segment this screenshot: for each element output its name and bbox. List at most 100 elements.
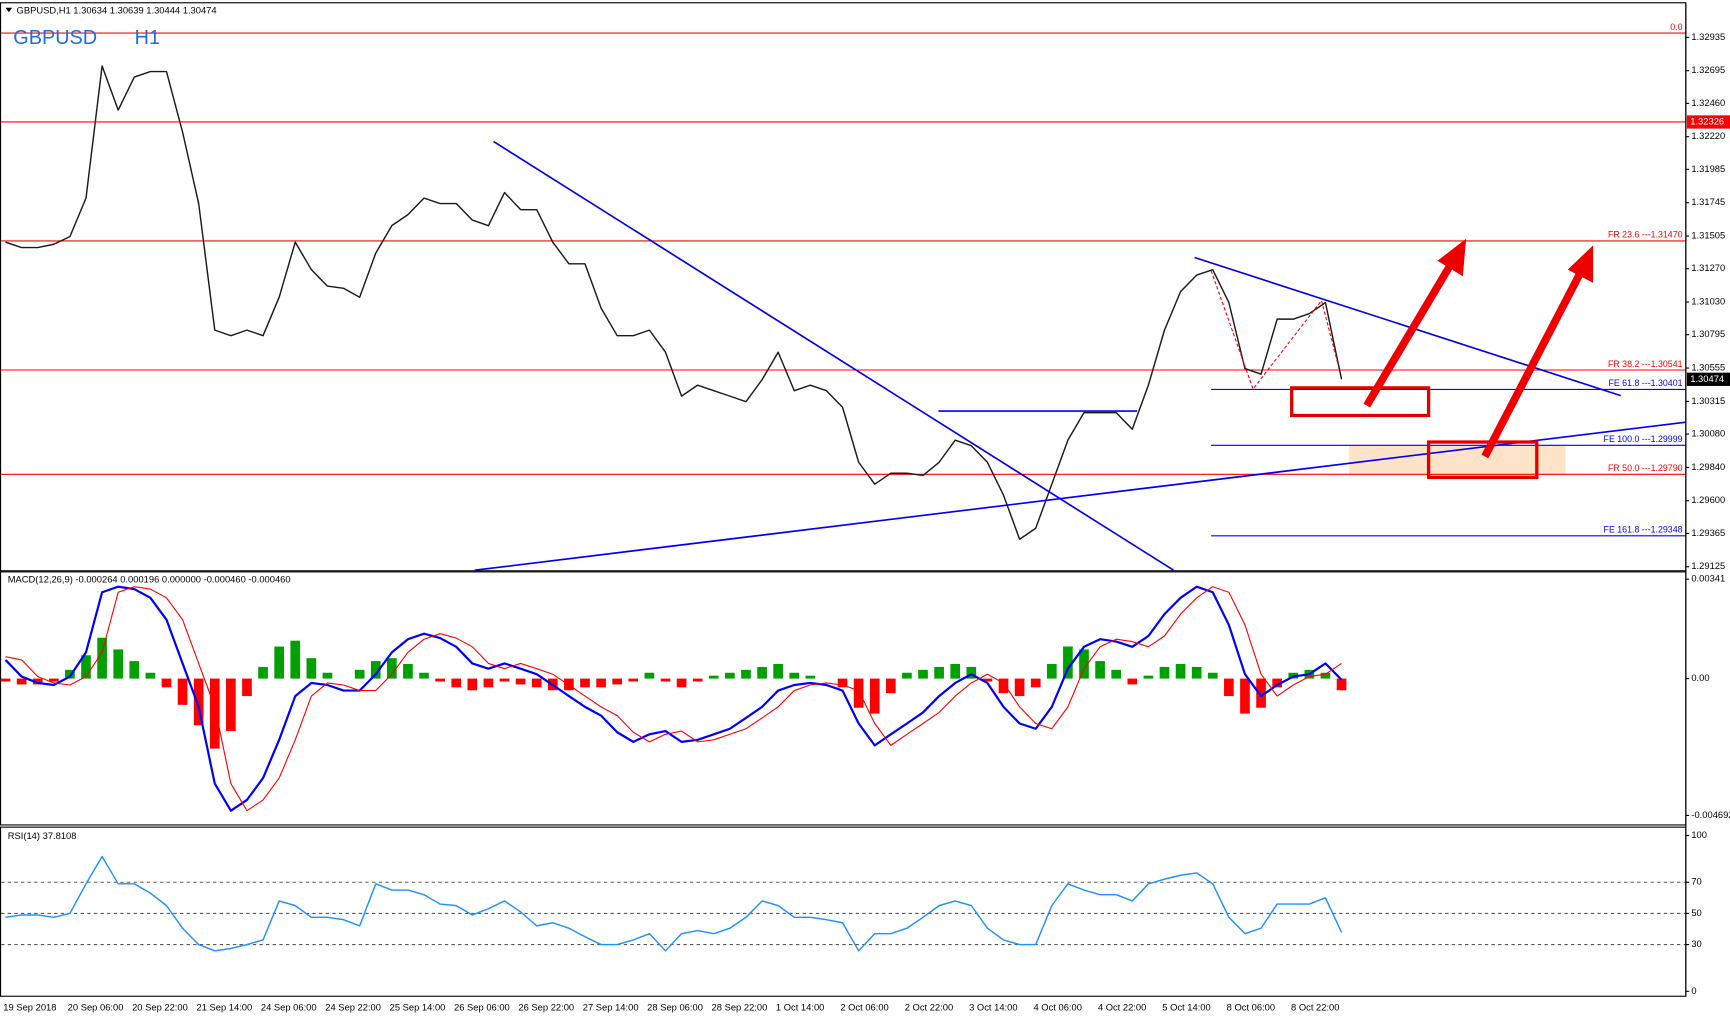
histogram-bar — [773, 664, 783, 679]
histogram-bar — [258, 666, 268, 679]
histogram-bar — [660, 678, 671, 682]
histogram-bar — [853, 678, 864, 708]
x-tick-label: 26 Sep 06:00 — [454, 1002, 510, 1012]
histogram-bar — [789, 672, 800, 679]
fib-label: FR 50.0 ---1.29790 — [1608, 463, 1683, 473]
histogram-bar — [1111, 669, 1122, 679]
y-tick-label: 1.30315 — [1691, 396, 1725, 406]
histogram-bar — [290, 640, 301, 679]
x-tick-label: 2 Oct 06:00 — [840, 1002, 888, 1012]
histogram-bar — [209, 678, 220, 749]
histogram-bar — [612, 678, 623, 685]
chart-header: GBPUSD,H1 1.30634 1.30639 1.30444 1.3047… — [17, 6, 217, 16]
x-tick-label: 28 Sep 06:00 — [647, 1002, 703, 1012]
watermark-symbol: GBPUSD — [13, 27, 97, 49]
y-tick-label: 0 — [1691, 986, 1696, 996]
y-tick-label: 1.31270 — [1691, 263, 1725, 273]
histogram-bar — [741, 669, 751, 679]
histogram-bar — [0, 678, 11, 682]
histogram-bar — [580, 678, 590, 688]
histogram-bar — [161, 678, 172, 688]
histogram-bar — [16, 678, 27, 685]
histogram-bar — [1207, 672, 1218, 679]
x-tick-label: 21 Sep 14:00 — [196, 1002, 252, 1012]
y-tick-label: 1.31505 — [1691, 231, 1725, 241]
histogram-bar — [1143, 675, 1154, 679]
histogram-bar — [1224, 678, 1234, 697]
trendline — [1194, 256, 1621, 397]
histogram-bar — [129, 661, 140, 679]
x-tick-label: 25 Sep 14:00 — [390, 1002, 446, 1012]
y-tick-label: 1.32220 — [1691, 131, 1725, 141]
price-tag-label: 1.32326 — [1690, 116, 1724, 126]
histogram-bar — [322, 672, 333, 679]
histogram-bar — [692, 678, 703, 682]
histogram-bar — [837, 678, 848, 688]
y-tick-label: -0.004692 — [1691, 810, 1730, 820]
y-tick-label: 1.32460 — [1691, 98, 1725, 108]
histogram-bar — [725, 672, 735, 679]
histogram-bar — [1336, 678, 1347, 691]
histogram-bar — [306, 658, 317, 679]
price-tag-label: 1.30474 — [1690, 374, 1724, 384]
histogram-bar — [403, 664, 413, 679]
y-tick-label: 70 — [1691, 877, 1701, 887]
y-tick-label: 1.30080 — [1691, 429, 1725, 439]
y-tick-label: 1.31745 — [1691, 197, 1725, 207]
y-tick-label: 30 — [1691, 939, 1701, 949]
histogram-bar — [708, 675, 719, 679]
histogram-bar — [982, 678, 993, 682]
fib-label: FE 100.0 ---1.29999 — [1604, 434, 1683, 444]
histogram-bar — [1079, 649, 1089, 679]
menu-triangle[interactable] — [5, 7, 13, 13]
histogram-bar — [193, 678, 204, 726]
rsi-title: RSI(14) 37.8108 — [8, 831, 77, 841]
price-tag — [1686, 372, 1730, 386]
y-tick-label: 1.30555 — [1691, 363, 1725, 373]
x-tick-label: 3 Oct 14:00 — [969, 1002, 1017, 1012]
trendline — [474, 421, 1686, 572]
histogram-bar — [1191, 666, 1202, 679]
histogram-bar — [966, 666, 977, 679]
price-line — [5, 65, 1343, 540]
histogram-bar — [499, 678, 510, 682]
x-tick-label: 19 Sep 2018 — [3, 1002, 56, 1012]
histogram-bar — [113, 649, 124, 679]
drawings — [474, 140, 1686, 572]
highlight-box — [1426, 440, 1539, 480]
histogram-bar — [65, 669, 75, 679]
zigzag — [1210, 270, 1339, 391]
histogram-bar — [628, 678, 639, 682]
histogram-bar — [950, 664, 961, 679]
histogram-bar — [998, 678, 1009, 694]
x-tick-label: 27 Sep 14:00 — [583, 1002, 639, 1012]
y-tick-label: 1.29600 — [1691, 495, 1725, 505]
histogram-bar — [869, 678, 880, 714]
y-tick-label: 1.29840 — [1691, 462, 1725, 472]
histogram-bar — [1175, 664, 1186, 679]
y-tick-label: 100 — [1691, 830, 1707, 840]
histogram-bar — [1272, 678, 1282, 688]
histogram-bar — [531, 678, 542, 688]
x-tick-label: 2 Oct 22:00 — [905, 1002, 953, 1012]
histogram-bar — [757, 666, 767, 679]
price-tag — [1686, 115, 1730, 129]
histogram-bar — [1046, 664, 1057, 679]
y-tick-label: 1.29365 — [1691, 528, 1725, 538]
arrow — [1481, 265, 1587, 459]
histogram-bar — [81, 655, 91, 679]
histogram-bar — [48, 678, 59, 682]
x-tick-label: 4 Oct 06:00 — [1033, 1002, 1081, 1012]
x-tick-label: 26 Sep 22:00 — [518, 1002, 574, 1012]
histogram-bar — [805, 675, 816, 679]
price-line — [5, 855, 1343, 952]
fib-label: FE 161.8 ---1.29348 — [1604, 525, 1683, 535]
x-tick-label: 4 Oct 22:00 — [1098, 1002, 1146, 1012]
macd-line — [4, 585, 1343, 812]
fib-label: 0.0 — [1670, 22, 1682, 32]
x-tick-label: 28 Sep 22:00 — [712, 1002, 768, 1012]
x-tick-label: 8 Oct 22:00 — [1291, 1002, 1339, 1012]
histogram-bar — [242, 678, 252, 697]
